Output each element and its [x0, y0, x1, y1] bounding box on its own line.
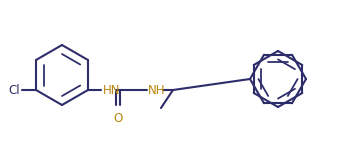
Text: NH: NH	[148, 84, 165, 96]
Text: HN: HN	[103, 84, 121, 96]
Text: Cl: Cl	[8, 84, 20, 96]
Text: O: O	[113, 112, 123, 125]
